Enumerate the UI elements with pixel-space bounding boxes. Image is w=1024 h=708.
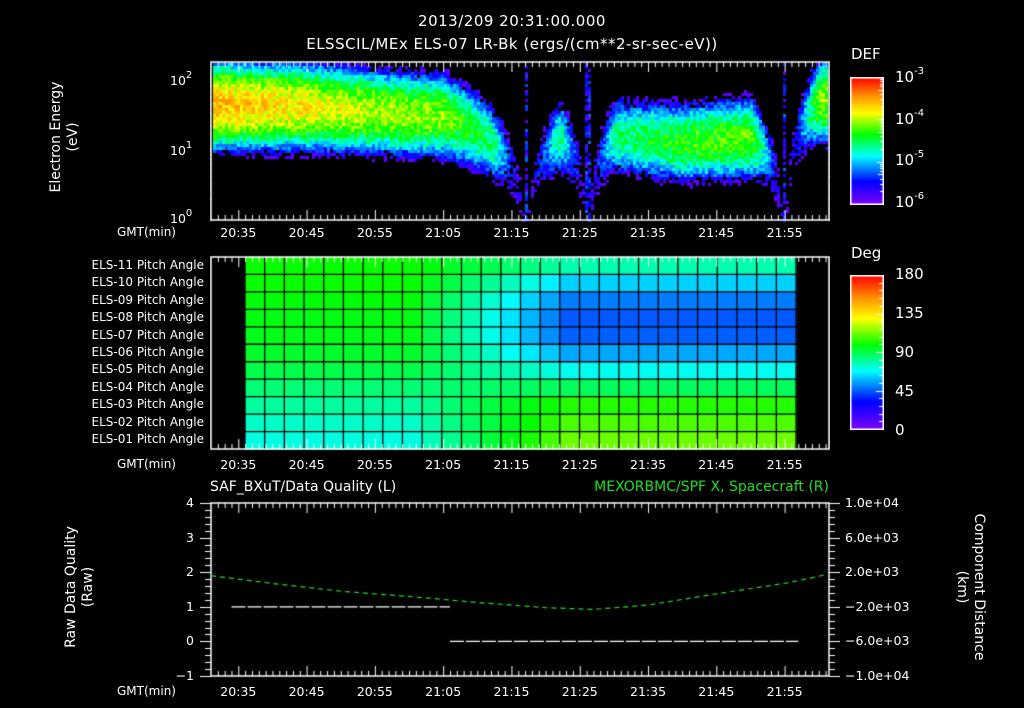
x-tick-label: 20:55 <box>356 684 393 699</box>
pitch-angle-row-label: ELS-08 Pitch Angle <box>91 310 204 325</box>
panel1-xlabel: GMT(min) <box>117 225 176 239</box>
x-tick-label: 20:55 <box>356 225 393 240</box>
panel1-ytick-100: 102 <box>170 70 193 89</box>
panel2-xlabel: GMT(min) <box>117 457 176 471</box>
x-tick-label: 21:55 <box>766 457 803 472</box>
pitch-angle-row-label: ELS-07 Pitch Angle <box>91 327 204 342</box>
x-tick-label: 20:55 <box>356 457 393 472</box>
deg-colorbar <box>850 275 884 430</box>
data-quality-line-plot <box>200 498 840 678</box>
right-y-tick-label: −2.0e+03 <box>845 598 910 614</box>
panel3-right-ylabel-line1: Component Distance <box>971 513 987 661</box>
x-tick-label: 21:45 <box>698 225 735 240</box>
panel3-xlabel: GMT(min) <box>117 684 176 698</box>
x-tick-label: 21:25 <box>561 457 598 472</box>
panel1-ytick-10: 101 <box>170 140 193 159</box>
pitch-angle-row-label: ELS-02 Pitch Angle <box>91 414 204 429</box>
deg-label-180: 180 <box>895 265 924 283</box>
deg-label-0: 0 <box>895 421 905 439</box>
x-tick-label: 21:45 <box>698 457 735 472</box>
electron-energy-spectrogram <box>210 60 830 222</box>
x-tick-label: 21:15 <box>493 457 530 472</box>
right-y-tick-label: −1.0e+04 <box>845 668 910 683</box>
x-tick-label: 21:05 <box>425 225 462 240</box>
x-tick-label: 21:25 <box>561 225 598 240</box>
right-y-tick-label: −6.0e+03 <box>845 633 910 649</box>
x-tick-label: 20:45 <box>288 225 325 240</box>
x-tick-label: 21:35 <box>630 225 667 240</box>
panel1-title: ELSSCIL/MEx ELS-07 LR-Bk (ergs/(cm**2-sr… <box>306 35 718 53</box>
panel3-right-ylabel-line2: (km) <box>954 570 970 604</box>
def-colorbar-title: DEF <box>851 45 881 63</box>
x-tick-label: 21:45 <box>698 684 735 699</box>
left-y-tick-label: 0 <box>186 633 194 649</box>
x-tick-label: 21:15 <box>493 684 530 699</box>
right-y-tick-label: 1.0e+04 <box>845 495 899 510</box>
pitch-angle-row-label: ELS-05 Pitch Angle <box>91 362 204 377</box>
panel1-ylabel-line1: Electron Energy <box>48 81 64 193</box>
pitch-angle-row-label: ELS-01 Pitch Angle <box>91 432 204 447</box>
timestamp-title: 2013/209 20:31:00.000 <box>418 12 606 30</box>
pitch-angle-row-label: ELS-04 Pitch Angle <box>91 379 204 394</box>
left-y-tick-label: 3 <box>186 529 194 545</box>
panel3-left-ylabel-line1: Raw Data Quality <box>63 526 79 648</box>
def-colorbar-label-1e-6: 10-6 <box>895 191 925 211</box>
x-tick-label: 21:55 <box>766 225 803 240</box>
x-tick-label: 20:35 <box>220 225 257 240</box>
def-colorbar-label-1e-4: 10-4 <box>895 108 925 128</box>
x-tick-label: 21:05 <box>425 684 462 699</box>
deg-colorbar-title: Deg <box>851 244 882 262</box>
def-colorbar-label-1e-5: 10-5 <box>895 149 925 169</box>
x-tick-label: 20:45 <box>288 457 325 472</box>
x-tick-label: 21:35 <box>630 457 667 472</box>
left-y-tick-label: 2 <box>186 564 194 580</box>
x-tick-label: 21:15 <box>493 225 530 240</box>
deg-label-90: 90 <box>895 343 915 361</box>
x-tick-label: 20:35 <box>220 684 257 699</box>
x-tick-label: 21:25 <box>561 684 598 699</box>
x-tick-label: 20:45 <box>288 684 325 699</box>
pitch-angle-row-label: ELS-03 Pitch Angle <box>91 397 204 412</box>
pitch-angle-row-label: ELS-11 Pitch Angle <box>91 257 204 272</box>
deg-label-135: 135 <box>895 304 924 322</box>
pitch-angle-row-label: ELS-09 Pitch Angle <box>91 292 204 307</box>
left-y-tick-label: 4 <box>186 495 194 510</box>
panel3-left-title: SAF_BXuT/Data Quality (L) <box>210 479 397 495</box>
pitch-angle-grid <box>210 255 830 451</box>
def-colorbar-label-1e-3: 10-3 <box>895 66 925 86</box>
x-tick-label: 21:35 <box>630 684 667 699</box>
x-tick-label: 21:05 <box>425 457 462 472</box>
deg-label-45: 45 <box>895 382 915 400</box>
pitch-angle-row-label: ELS-10 Pitch Angle <box>91 275 204 290</box>
panel3-left-ylabel-line2: (Raw) <box>80 566 96 608</box>
right-y-tick-label: 6.0e+03 <box>845 529 899 545</box>
left-y-tick-label: −1 <box>175 668 194 683</box>
x-tick-label: 21:55 <box>766 684 803 699</box>
panel1-ytick-1: 100 <box>170 208 193 227</box>
panel3-right-title: MEXORBMC/SPF X, Spacecraft (R) <box>594 479 829 495</box>
def-colorbar <box>850 77 884 205</box>
pitch-angle-row-label: ELS-06 Pitch Angle <box>91 345 204 359</box>
right-y-tick-label: 2.0e+03 <box>845 564 899 580</box>
x-tick-label: 20:35 <box>220 457 257 472</box>
panel1-ylabel-line2: (eV) <box>65 122 81 152</box>
left-y-tick-label: 1 <box>186 598 194 614</box>
